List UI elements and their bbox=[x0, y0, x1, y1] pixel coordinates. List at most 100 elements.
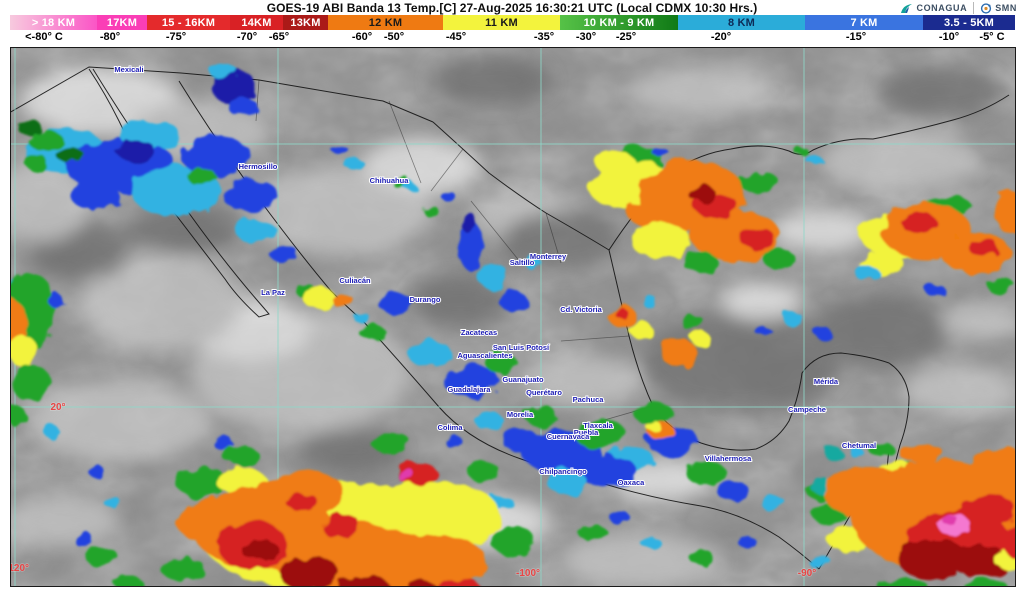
cloud-patch bbox=[11, 161, 91, 241]
storm-cell-c bbox=[407, 340, 451, 366]
storm-cell-r bbox=[1003, 523, 1015, 559]
storm-cell-r bbox=[901, 213, 937, 233]
legend-segment-8km: 8 KM bbox=[678, 15, 805, 30]
storm-cell-b bbox=[269, 244, 297, 262]
storm-cell-o bbox=[11, 299, 27, 347]
storm-cell-c bbox=[524, 256, 540, 268]
storm-cell-g bbox=[177, 467, 229, 499]
cloud-patch bbox=[901, 366, 1015, 416]
storm-cell-b bbox=[459, 221, 483, 271]
storm-cell-g bbox=[966, 579, 1008, 586]
legend-segment-15-16km: 15 - 16KM bbox=[147, 15, 230, 30]
storm-cell-o bbox=[378, 535, 488, 586]
storm-cell-o bbox=[995, 191, 1015, 235]
storm-cell-r bbox=[740, 229, 776, 249]
storm-cell-r bbox=[969, 239, 999, 257]
storm-cell-g bbox=[423, 206, 439, 216]
temp-tick: -20° bbox=[710, 31, 732, 43]
storm-cell-dr bbox=[279, 555, 339, 586]
cloud-patch bbox=[431, 56, 551, 106]
city-label: Monterrey bbox=[530, 252, 567, 261]
storm-cell-g bbox=[868, 442, 894, 456]
storm-cell-g bbox=[987, 278, 1015, 294]
temp-tick: -25° bbox=[615, 31, 637, 43]
cloud-patch bbox=[11, 496, 121, 546]
temp-tick: -10° bbox=[938, 31, 960, 43]
conagua-logo: CONAGUA bbox=[900, 3, 967, 14]
cloud-patch bbox=[501, 211, 621, 271]
storm-cell-dr bbox=[335, 576, 391, 586]
cloud-patch bbox=[361, 138, 481, 194]
storm-cell-b bbox=[653, 148, 669, 158]
gridline-layer bbox=[11, 48, 1015, 586]
storm-cell-c bbox=[209, 63, 237, 79]
city-label: Saltillo bbox=[510, 258, 535, 267]
storm-cell-c bbox=[805, 154, 821, 164]
storm-cell-c bbox=[850, 448, 864, 458]
city-label: Mérida bbox=[814, 377, 839, 386]
temp-tick: -80° bbox=[99, 31, 121, 43]
city-label: Puebla bbox=[574, 428, 599, 437]
temp-tick: -30° bbox=[575, 31, 597, 43]
coord-label: -120° bbox=[11, 563, 29, 574]
storm-cell-y bbox=[630, 323, 654, 339]
storm-cell-g bbox=[491, 526, 535, 556]
storm-cell-c bbox=[477, 264, 509, 288]
storm-cell-r bbox=[321, 514, 361, 538]
storm-cell-g bbox=[360, 325, 386, 341]
temp-tick: -5° C bbox=[979, 31, 1005, 43]
cloud-layer bbox=[11, 56, 1015, 586]
header: GOES-19 ABI Banda 13 Temp.[C] 27-Aug-202… bbox=[0, 0, 1024, 47]
storm-cell-c bbox=[103, 495, 119, 507]
agency-logos: CONAGUA SMN bbox=[898, 1, 1019, 15]
city-label: Chetumal bbox=[842, 441, 876, 450]
storm-cell-g bbox=[161, 557, 205, 581]
temp-tick: -75° bbox=[165, 31, 187, 43]
coord-label-layer: 20° -120° -100° -90° bbox=[11, 401, 817, 580]
storm-cell-c bbox=[855, 265, 879, 281]
cloud-patch bbox=[881, 66, 1001, 116]
legend-segment-12km: 12 KM bbox=[328, 15, 443, 30]
cloud-patch bbox=[821, 131, 981, 191]
legend-segment-3_5-5km: 3.5 - 5KM bbox=[923, 15, 1015, 30]
storm-cell-y bbox=[631, 223, 691, 259]
coastline bbox=[11, 66, 434, 123]
cloud-patch bbox=[641, 311, 841, 411]
storm-cell-b bbox=[755, 326, 771, 336]
cloud-patch bbox=[941, 303, 1015, 339]
cloud-patch bbox=[721, 283, 801, 319]
legend-segment-10-9km: 10 KM - 9 KM bbox=[560, 15, 678, 30]
storm-cell-g bbox=[115, 576, 143, 586]
conagua-label: CONAGUA bbox=[916, 3, 968, 13]
city-label: Pachuca bbox=[573, 395, 605, 404]
city-label: Cd. Victoria bbox=[560, 305, 602, 314]
storm-cell-g bbox=[85, 546, 117, 566]
city-label: Chilpancingo bbox=[539, 467, 587, 476]
storm-cell-g bbox=[11, 406, 27, 426]
storm-cell-c bbox=[404, 183, 416, 191]
storm-layer bbox=[11, 63, 1015, 586]
conagua-icon bbox=[901, 3, 913, 13]
storm-cell-g bbox=[686, 461, 726, 485]
storm-cell-t bbox=[824, 447, 842, 459]
storm-cell-b bbox=[444, 435, 462, 447]
storm-cell-b bbox=[73, 532, 93, 546]
storm-cell-b bbox=[577, 455, 637, 487]
storm-cell-dg bbox=[17, 119, 41, 135]
smn-label: SMN bbox=[995, 3, 1017, 13]
legend-segment-14km: 14KM bbox=[230, 15, 283, 30]
storm-cell-m bbox=[942, 515, 958, 525]
storm-cell-g bbox=[467, 461, 499, 481]
storm-cell-g bbox=[689, 549, 713, 565]
storm-cell-c bbox=[546, 469, 586, 493]
city-label: Querétaro bbox=[526, 388, 562, 397]
storm-cell-g bbox=[763, 249, 795, 269]
storm-cell-g bbox=[28, 131, 64, 151]
coord-label: -100° bbox=[516, 568, 540, 579]
storm-cell-o bbox=[661, 339, 697, 367]
cloud-patch bbox=[561, 533, 721, 586]
city-label: Aguascalientes bbox=[457, 351, 512, 360]
city-label: Guanajuato bbox=[502, 375, 544, 384]
storm-cell-b bbox=[442, 192, 456, 202]
cloud-patch bbox=[411, 276, 511, 326]
